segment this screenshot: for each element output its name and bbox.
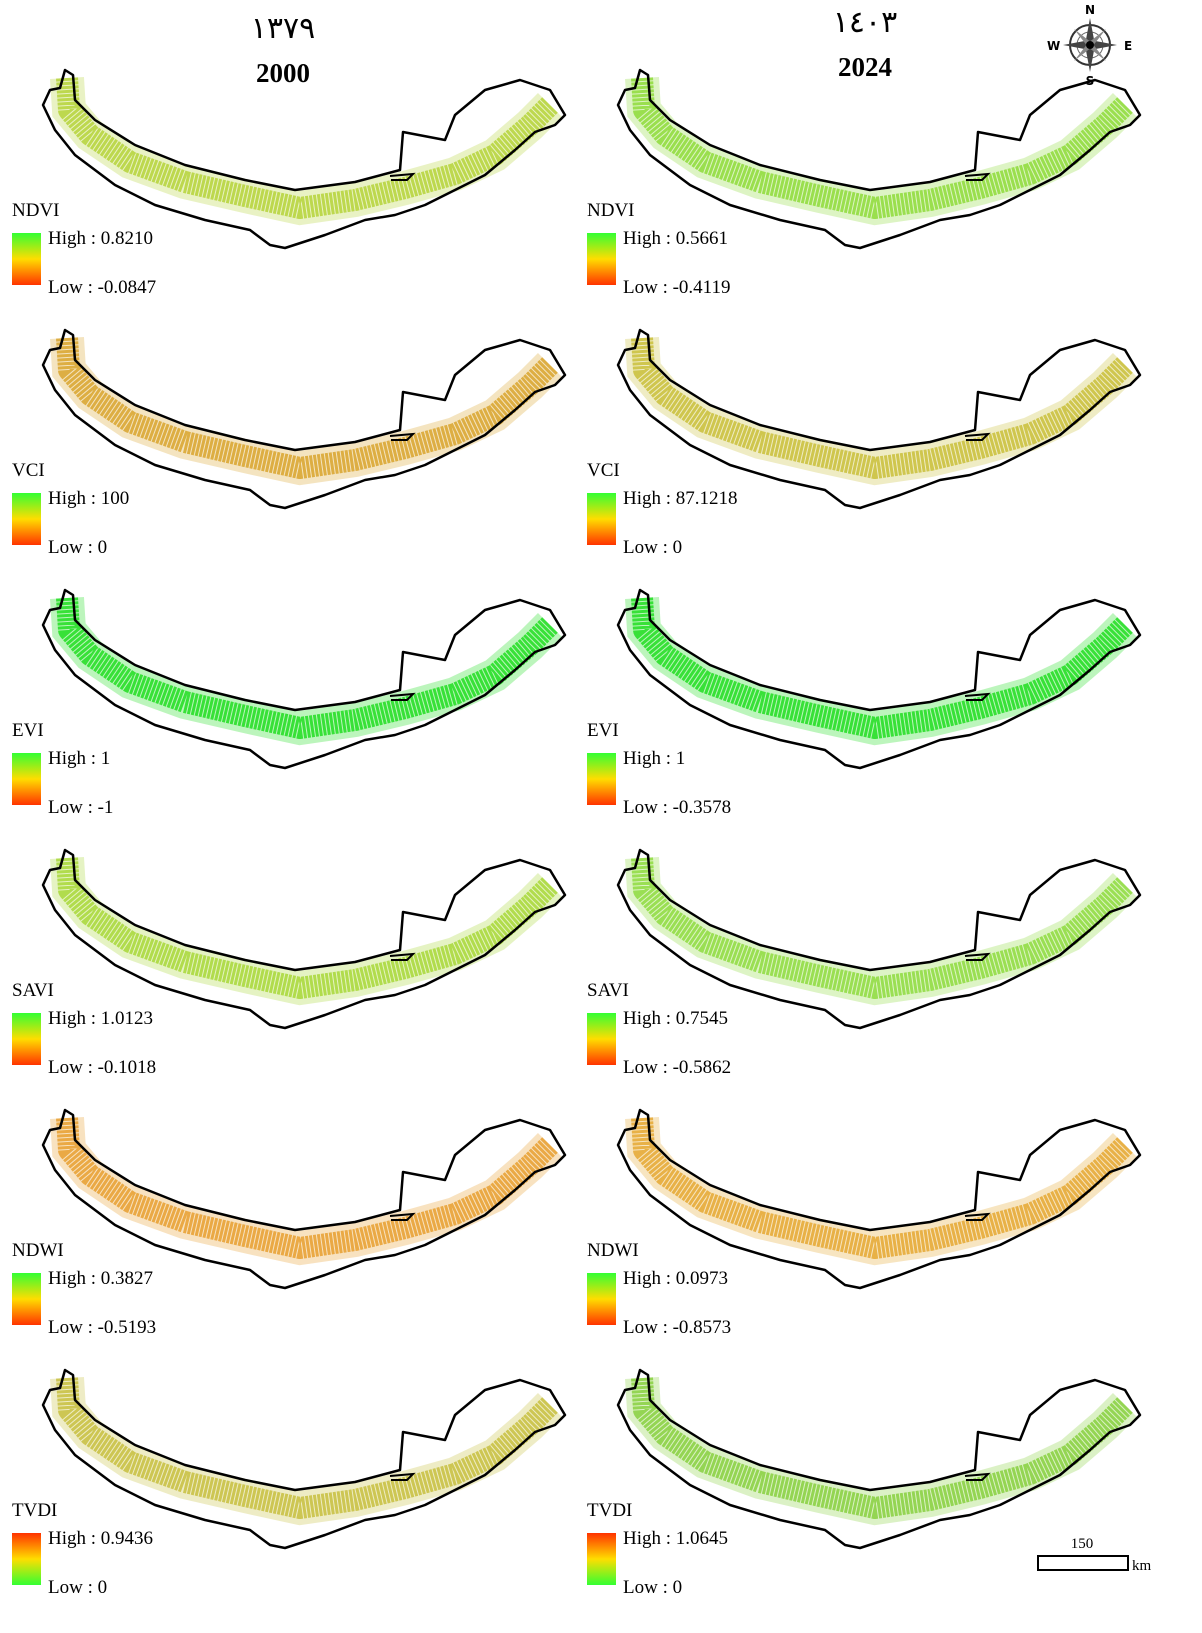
scale-unit: km [1132, 1558, 1152, 1574]
legend-title: EVI [12, 720, 44, 741]
legend-swatch [12, 1013, 41, 1065]
panels: NDVI High : 0.8210 Low : -0.0847 NDVI High :… [12, 70, 1140, 1598]
legend-title: NDVI [12, 200, 60, 221]
legend-low: Low : -0.0847 [48, 277, 156, 298]
legend-swatch [587, 753, 616, 805]
map [618, 330, 1140, 508]
map-panel: SAVI High : 1.0123 Low : -0.1018 [12, 850, 565, 1078]
map-panel: NDWI High : 0.0973 Low : -0.8573 [587, 1110, 1140, 1338]
legend-low: Low : -0.1018 [48, 1057, 156, 1078]
legend-high: High : 0.5661 [623, 228, 728, 249]
legend-high: High : 0.8210 [48, 228, 153, 249]
map [43, 850, 565, 1028]
map [618, 70, 1140, 248]
legend-title: NDWI [587, 1240, 639, 1261]
legend-low: Low : 0 [623, 537, 682, 558]
legend-swatch [12, 1273, 41, 1325]
persian-year: ١٣٧٩ [251, 11, 315, 46]
compass-n: N [1085, 3, 1095, 17]
legend-title: NDVI [587, 200, 635, 221]
map [43, 330, 565, 508]
map-panel: TVDI High : 0.9436 Low : 0 [12, 1370, 565, 1598]
legend-swatch [12, 753, 41, 805]
legend-title: VCI [587, 460, 620, 481]
scale-bar: 150 km [1038, 1536, 1152, 1574]
map [43, 1370, 565, 1548]
map [43, 1110, 565, 1288]
legend-swatch [587, 1273, 616, 1325]
legend-high: High : 0.0973 [623, 1268, 728, 1289]
legend-swatch [587, 493, 616, 545]
legend-swatch [12, 1533, 41, 1585]
legend-low: Low : 0 [623, 1577, 682, 1598]
legend-high: High : 1 [48, 748, 110, 769]
legend-low: Low : -0.4119 [623, 277, 730, 298]
legend-high: High : 1 [623, 748, 685, 769]
legend-title: VCI [12, 460, 45, 481]
map [43, 590, 565, 768]
map-panel: SAVI High : 0.7545 Low : -0.5862 [587, 850, 1140, 1078]
legend-swatch [587, 1533, 616, 1585]
scale-value: 150 [1071, 1536, 1094, 1552]
map-panel: NDWI High : 0.3827 Low : -0.5193 [12, 1110, 565, 1338]
legend-low: Low : -0.5193 [48, 1317, 156, 1338]
legend-title: SAVI [587, 980, 629, 1001]
compass: N S E W [1047, 3, 1132, 88]
legend-title: NDWI [12, 1240, 64, 1261]
map [618, 1370, 1140, 1548]
legend-high: High : 0.3827 [48, 1268, 153, 1289]
legend-swatch [12, 233, 41, 285]
legend-low: Low : -1 [48, 797, 113, 818]
legend-title: EVI [587, 720, 619, 741]
legend-high: High : 87.1218 [623, 488, 738, 509]
legend-high: High : 1.0123 [48, 1008, 153, 1029]
legend-title: TVDI [587, 1500, 632, 1521]
legend-swatch [12, 493, 41, 545]
map [618, 590, 1140, 768]
map [618, 850, 1140, 1028]
legend-low: Low : 0 [48, 537, 107, 558]
legend-high: High : 1.0645 [623, 1528, 728, 1549]
legend-high: High : 0.7545 [623, 1008, 728, 1029]
compass-w: W [1047, 39, 1060, 53]
legend-title: SAVI [12, 980, 54, 1001]
map-panel: NDVI High : 0.8210 Low : -0.0847 [12, 70, 565, 298]
legend-low: Low : 0 [48, 1577, 107, 1598]
legend-swatch [587, 233, 616, 285]
legend-high: High : 0.9436 [48, 1528, 153, 1549]
persian-year: ١٤٠٣ [833, 5, 897, 40]
legend-low: Low : -0.5862 [623, 1057, 731, 1078]
year: 2024 [838, 52, 892, 82]
figure: ١٣٧٩ 2000 ١٤٠٣ 2024 N S E W 150 km NDVI H… [0, 0, 1202, 1633]
map [43, 70, 565, 248]
map [618, 1110, 1140, 1288]
legend-high: High : 100 [48, 488, 129, 509]
year: 2000 [256, 58, 310, 88]
legend-title: TVDI [12, 1500, 57, 1521]
compass-e: E [1124, 39, 1132, 53]
map-panel: NDVI High : 0.5661 Low : -0.4119 [587, 70, 1140, 298]
legend-swatch [587, 1013, 616, 1065]
legend-low: Low : -0.3578 [623, 797, 731, 818]
legend-low: Low : -0.8573 [623, 1317, 731, 1338]
